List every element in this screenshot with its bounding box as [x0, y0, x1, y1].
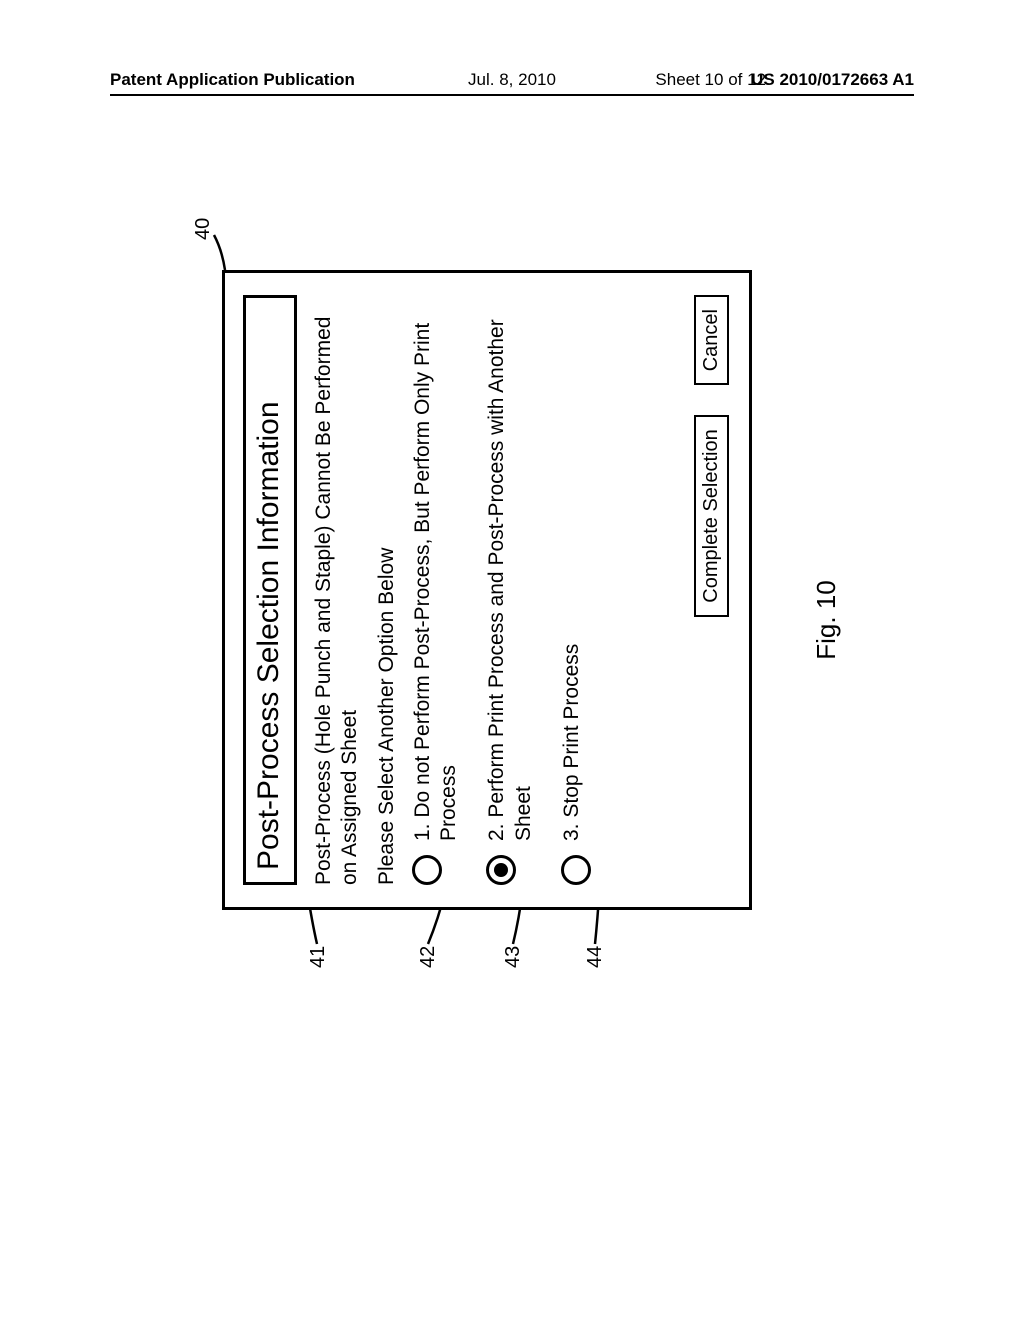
complete-selection-button[interactable]: Complete Selection — [694, 415, 729, 616]
option-3[interactable]: 3. Stop Print Process — [559, 295, 591, 885]
header-rule — [110, 94, 914, 96]
dialog-title: Post-Process Selection Information — [243, 295, 297, 885]
option-1-radio[interactable] — [412, 855, 442, 885]
dialog-message: Post-Process (Hole Punch and Staple) Can… — [311, 295, 364, 885]
option-3-radio[interactable] — [561, 855, 591, 885]
option-2-radio[interactable] — [486, 855, 516, 885]
figure-wrapper: 40 41 42 43 44 45 46 — [192, 210, 832, 1030]
option-2-text: 2. Perform Print Process and Post-Proces… — [484, 295, 537, 841]
post-process-dialog: Post-Process Selection Information Post-… — [222, 270, 752, 910]
header-publication-label: Patent Application Publication — [110, 70, 355, 90]
dialog-message-line2: on Assigned Sheet — [338, 710, 361, 885]
dialog-instruction: Please Select Another Option Below — [374, 295, 400, 885]
figure-stage: 40 41 42 43 44 45 46 — [192, 210, 832, 1030]
option-2[interactable]: 2. Perform Print Process and Post-Proces… — [484, 295, 537, 885]
option-1[interactable]: 1. Do not Perform Post-Process, But Perf… — [410, 295, 463, 885]
header-date: Jul. 8, 2010 — [468, 70, 556, 90]
option-3-text: 3. Stop Print Process — [559, 295, 585, 841]
header-publication-no: US 2010/0172663 A1 — [751, 70, 914, 90]
dialog-options: 1. Do not Perform Post-Process, But Perf… — [410, 295, 591, 885]
dialog-button-row: Complete Selection Cancel — [694, 295, 729, 617]
header-sheet: Sheet 10 of 12 — [655, 70, 766, 90]
option-1-text: 1. Do not Perform Post-Process, But Perf… — [410, 295, 463, 841]
figure-caption: Fig. 10 — [811, 580, 842, 660]
cancel-button[interactable]: Cancel — [694, 295, 729, 385]
dialog-message-line1: Post-Process (Hole Punch and Staple) Can… — [312, 317, 335, 885]
